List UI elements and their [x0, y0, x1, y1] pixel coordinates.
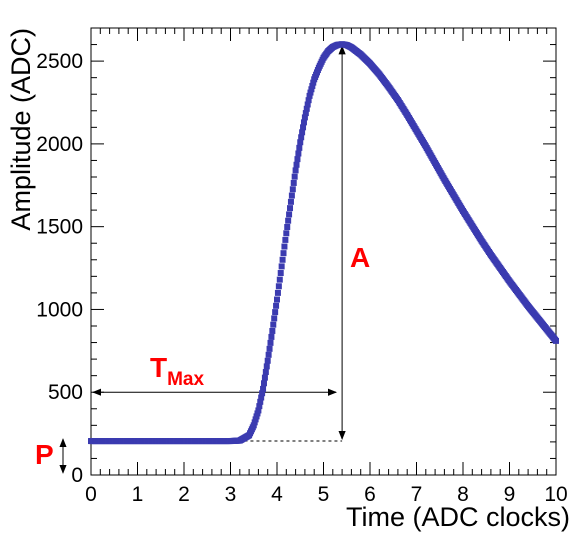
- data-point: [267, 339, 274, 346]
- data-point: [255, 407, 262, 414]
- data-point: [300, 124, 307, 131]
- data-point: [301, 114, 308, 121]
- data-point: [264, 357, 271, 364]
- y-tick-label: 500: [48, 381, 83, 404]
- x-axis-tick-labels: 0 1 2 3 4 5 6 7 8 9 10: [85, 483, 568, 506]
- data-point: [553, 337, 559, 344]
- data-point: [280, 250, 287, 257]
- y-axis-title: Amplitude (ADC): [6, 28, 36, 231]
- y-tick-label: 1000: [36, 298, 83, 321]
- pedestal-label: P: [35, 439, 54, 470]
- data-point: [282, 236, 289, 243]
- x-tick-label: 7: [411, 483, 423, 506]
- data-point: [291, 173, 298, 180]
- data-point: [263, 363, 270, 370]
- data-point: [303, 105, 310, 112]
- data-point: [256, 403, 263, 410]
- data-point: [292, 167, 299, 174]
- data-point: [273, 302, 280, 309]
- y-tick-label: 1500: [36, 216, 83, 239]
- annotation-group: [59, 45, 346, 474]
- data-point: [298, 134, 305, 141]
- data-point: [278, 263, 285, 270]
- data-point: [274, 296, 280, 303]
- data-series: [88, 41, 559, 445]
- data-point: [297, 139, 304, 146]
- data-point: [287, 198, 294, 205]
- x-tick-label: 8: [457, 483, 469, 506]
- y-tick-label: 2000: [36, 133, 83, 156]
- data-point: [304, 101, 311, 108]
- x-axis-title: Time (ADC clocks): [346, 502, 570, 532]
- data-point: [287, 205, 294, 212]
- data-point: [275, 283, 282, 290]
- data-point: [262, 369, 269, 376]
- data-point: [260, 385, 267, 392]
- y-axis-tick-labels: 0 500 1000 1500 2000 2500: [36, 50, 83, 487]
- x-tick-label: 10: [544, 483, 567, 506]
- tmax-label: TMax: [150, 352, 205, 390]
- data-point: [295, 150, 302, 157]
- data-point: [309, 82, 316, 89]
- data-point: [271, 315, 278, 322]
- data-point: [306, 92, 313, 99]
- data-point: [285, 217, 292, 224]
- x-axis-ticks: [90, 28, 557, 475]
- x-tick-label: 1: [132, 483, 144, 506]
- data-point: [281, 243, 288, 250]
- tmax-label-main: T: [150, 352, 167, 383]
- data-point: [307, 89, 314, 96]
- data-point: [277, 270, 284, 277]
- data-point: [302, 110, 309, 117]
- data-point: [294, 156, 301, 163]
- data-point: [289, 186, 296, 193]
- data-point: [300, 119, 307, 126]
- data-point: [283, 230, 290, 237]
- data-point: [258, 394, 265, 401]
- x-tick-label: 2: [178, 483, 190, 506]
- data-point: [257, 398, 264, 405]
- data-point: [288, 192, 295, 199]
- y-tick-label: 0: [71, 464, 83, 487]
- data-point: [310, 79, 317, 86]
- data-point: [276, 276, 283, 283]
- y-axis-ticks: [91, 27, 556, 476]
- data-point: [296, 144, 303, 151]
- tmax-label-sub: Max: [167, 369, 204, 390]
- x-tick-label: 0: [85, 483, 97, 506]
- data-point: [259, 390, 266, 397]
- data-point: [290, 179, 297, 186]
- data-point: [299, 129, 306, 136]
- data-point: [279, 256, 286, 263]
- x-tick-label: 9: [504, 483, 516, 506]
- data-point: [308, 86, 315, 93]
- data-point: [265, 351, 272, 358]
- data-point: [270, 321, 277, 328]
- x-tick-label: 4: [271, 483, 283, 506]
- data-point: [266, 345, 273, 352]
- data-point: [286, 211, 293, 218]
- data-point: [293, 161, 300, 168]
- data-point: [305, 97, 312, 104]
- data-point: [284, 223, 291, 230]
- amplitude-label: A: [350, 242, 370, 273]
- data-point: [261, 374, 268, 381]
- data-point: [260, 380, 267, 387]
- data-point: [269, 327, 276, 334]
- x-tick-label: 5: [318, 483, 330, 506]
- y-tick-label: 2500: [36, 50, 83, 73]
- x-tick-label: 3: [225, 483, 237, 506]
- data-point: [272, 309, 279, 316]
- data-point: [268, 333, 275, 340]
- x-tick-label: 6: [364, 483, 376, 506]
- data-point: [274, 289, 281, 296]
